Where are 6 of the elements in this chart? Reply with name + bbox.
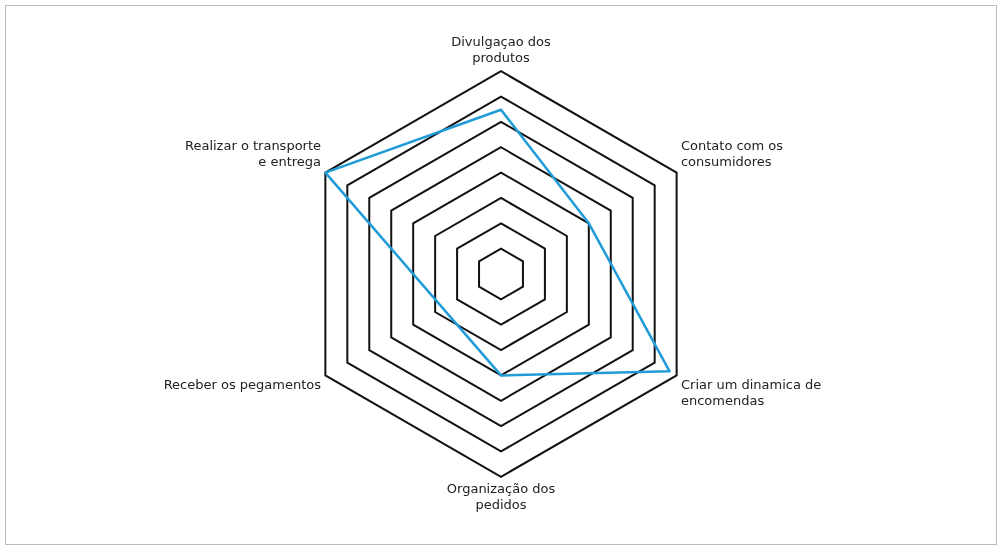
spoke-label: Divulgaçao dos produtos [451,34,551,65]
spoke-label: Organização dos pedidos [446,480,556,512]
spoke-label: Criar um dinamica de encomendas [680,377,822,408]
spoke-label: Contato com os consumidores [680,138,784,169]
spoke-label: Realizar o transporte e entrega [184,138,322,169]
spoke-label: Receber os pegamentos [163,377,322,393]
